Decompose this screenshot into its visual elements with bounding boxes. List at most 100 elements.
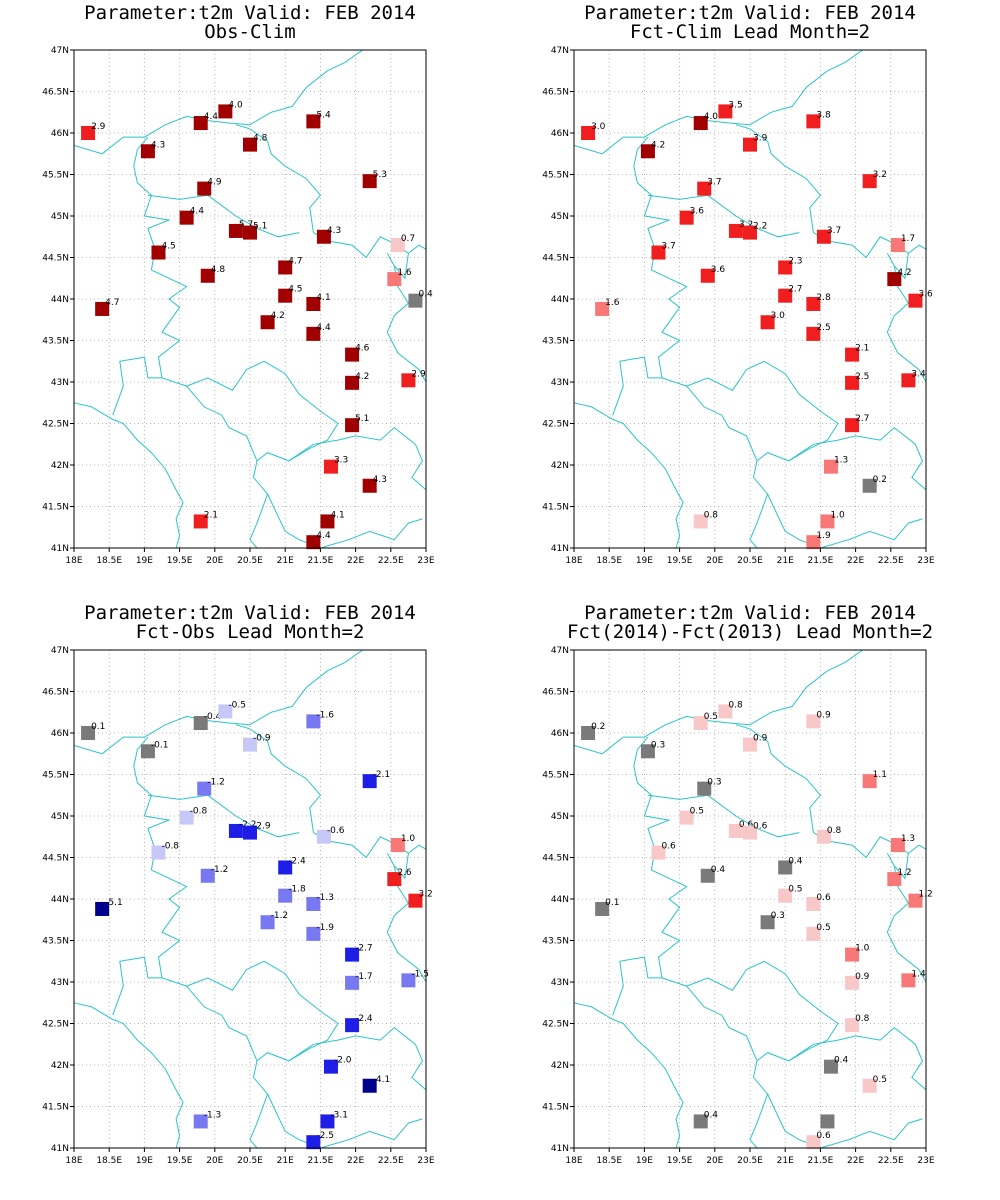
x-tick-label: 20.5E [737,556,763,566]
y-tick-label: 44N [551,295,569,305]
station-marker [306,326,321,341]
station-value-label: 0.3 [651,740,665,750]
station-marker [218,704,233,719]
station-value-label: -2.2 [239,820,257,830]
station-value-label: -1.2 [271,911,289,921]
border-line [288,426,427,491]
y-tick-label: 46N [551,729,569,739]
border-line [288,1026,427,1091]
x-tick-label: 22E [347,1156,364,1166]
station-value-label: 0.4 [704,1110,719,1120]
x-tick-label: 21.5E [308,556,334,566]
y-tick-label: 41.5N [42,503,69,513]
y-tick-label: 47N [51,46,69,56]
border-line [661,377,769,549]
station-value-label: 0.9 [753,734,768,744]
chart-subtitle: Fct(2014)-Fct(2013) Lead Month=2 [566,621,934,643]
station-marker [697,181,712,196]
station-value-label: -1.2 [207,778,225,788]
y-tick-label: 42.5N [542,1020,569,1030]
station-value-label: 0.6 [816,1131,831,1141]
station-marker [778,860,793,875]
station-value-label: 1.0 [401,834,416,844]
station-value-label: 0.5 [690,807,704,817]
station-marker [595,301,610,316]
station-value-label: 2.9 [91,122,106,132]
station-value-label: 0.7 [401,234,415,244]
station-value-label: 4.1 [316,293,330,303]
border-line [112,736,188,1016]
station-marker [345,418,360,433]
station-value-label: 5.1 [355,414,369,424]
station-value-label: 0.8 [704,510,719,520]
x-tick-label: 22.5E [378,556,404,566]
x-tick-label: 19E [636,1156,653,1166]
x-tick-label: 20E [206,1156,223,1166]
station-marker [200,268,215,283]
x-tick-label: 19.5E [167,556,193,566]
station-marker [140,144,155,159]
station-value-label: -4.1 [373,1075,391,1085]
border-line [767,493,923,549]
station-value-label: 3.2 [873,170,887,180]
station-value-label: 1.0 [855,944,870,954]
border-line [235,124,322,233]
border-line [235,724,322,833]
station-value-label: 5.7 [239,220,253,230]
station-marker [845,947,860,962]
station-value-label: 2.7 [855,414,869,424]
y-tick-label: 45N [51,812,69,822]
station-value-label: 2.5 [855,372,869,382]
station-value-label: 4.0 [704,112,719,122]
y-tick-label: 45N [51,212,69,222]
station-value-label: 0.9 [816,710,831,720]
station-marker [193,1114,208,1129]
station-marker [901,973,916,988]
x-tick-label: 19E [636,556,653,566]
station-marker [862,478,877,493]
x-tick-label: 18.5E [596,556,622,566]
y-tick-label: 41N [51,1144,69,1154]
border-line [573,402,684,549]
station-marker [679,810,694,825]
border-line [161,377,269,549]
station-value-label: 0.1 [91,722,105,732]
station-marker [306,714,321,729]
station-marker [316,829,331,844]
panel-fct-clim: Parameter:t2m Valid: FEB 2014 Fct-Clim L… [500,0,1000,600]
station-marker [718,704,733,719]
station-value-label: 0.9 [855,972,870,982]
station-value-label: -2.7 [355,944,373,954]
x-tick-label: 18E [65,1156,82,1166]
map-plot: 0.20.10.30.50.80.90.91.10.30.50.6 0.6 0.81… [542,646,935,1166]
x-tick-label: 19.5E [667,556,693,566]
station-marker [820,514,835,529]
station-value-label: 4.4 [204,112,219,122]
axis-ticks: 18E 18.5E 19E 19.5E 20E 20.5E 21E 21.5E 22E 22.5E… [542,646,935,1166]
station-value-label: 5.4 [316,110,331,120]
station-value-label: 3.0 [771,311,786,321]
station-marker [345,975,360,990]
y-tick-label: 46.5N [42,688,69,698]
border-line [573,649,874,755]
station-value-label: 0.3 [771,911,785,921]
station-marker [845,347,860,362]
station-value-label: 4.6 [355,344,370,354]
y-tick-label: 45N [551,212,569,222]
station-value-label: 3.8 [816,110,831,120]
station-marker [718,104,733,119]
station-marker [693,1114,708,1129]
border-line [612,736,688,1016]
station-value-label: -2.4 [288,856,306,866]
station-marker [651,245,666,260]
station-marker [260,915,275,930]
station-value-label: -5.1 [105,898,123,908]
station-marker [816,229,831,244]
station-value-label: 1.9 [816,531,831,541]
station-marker [581,726,596,740]
station-value-label: 4.4 [316,323,331,333]
station-marker [823,1059,838,1074]
station-marker [862,1078,877,1093]
border-line [686,960,839,1062]
station-value-label: -0.8 [190,807,208,817]
